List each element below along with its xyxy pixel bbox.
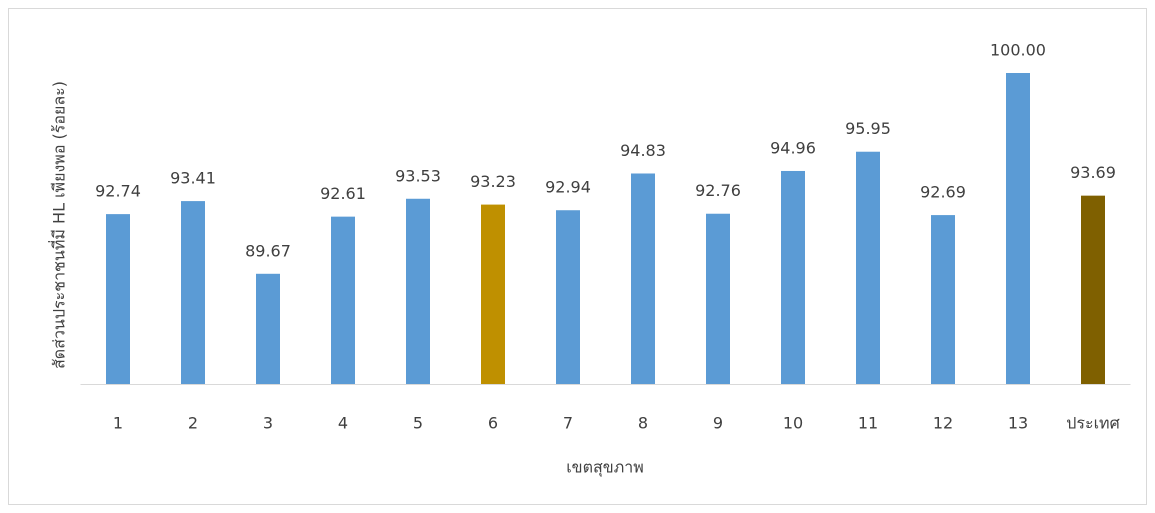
bar [106, 214, 130, 384]
data-label: 93.41 [170, 169, 216, 188]
x-tick-label: 12 [933, 414, 953, 433]
y-axis-title: สัดส่วนประชาชนที่มี HL เพียงพอ (ร้อยละ) [48, 81, 69, 369]
data-label: 92.74 [95, 182, 141, 201]
x-tick-label: 13 [1008, 414, 1028, 433]
x-tick-label: 1 [113, 414, 123, 433]
x-tick-label: 5 [413, 414, 423, 433]
x-tick-label: 8 [638, 414, 648, 433]
x-tick-label: 10 [783, 414, 803, 433]
data-label: 92.76 [695, 181, 741, 200]
bar [781, 170, 805, 384]
data-label: 100.00 [990, 41, 1046, 60]
bar [706, 213, 730, 384]
bar [1006, 73, 1030, 384]
x-tick-label: ประเทศ [1066, 414, 1120, 433]
bar [481, 204, 505, 384]
data-label: 92.61 [320, 184, 366, 203]
bar [181, 201, 205, 384]
x-tick-label: 9 [713, 414, 723, 433]
data-label: 93.23 [470, 172, 516, 191]
data-label: 93.69 [1070, 163, 1116, 182]
bar [556, 210, 580, 384]
data-label: 95.95 [845, 119, 891, 138]
bar [256, 273, 280, 384]
bar [631, 173, 655, 384]
bar [331, 216, 355, 384]
data-label: 92.94 [545, 178, 591, 197]
data-label: 93.53 [395, 166, 441, 185]
data-label: 94.83 [620, 141, 666, 160]
x-tick-label: 6 [488, 414, 498, 433]
x-tick-label: 11 [858, 414, 878, 433]
bar [1081, 195, 1105, 384]
x-axis-title: เขตสุขภาพ [566, 458, 644, 478]
bar [856, 151, 880, 384]
x-tick-label: 2 [188, 414, 198, 433]
x-tick-label: 4 [338, 414, 348, 433]
data-label: 92.69 [920, 183, 966, 202]
data-label: 89.67 [245, 241, 291, 260]
x-tick-label: 3 [263, 414, 273, 433]
x-tick-label: 7 [563, 414, 573, 433]
data-label: 94.96 [770, 138, 816, 157]
bar [406, 198, 430, 384]
bar [931, 215, 955, 384]
